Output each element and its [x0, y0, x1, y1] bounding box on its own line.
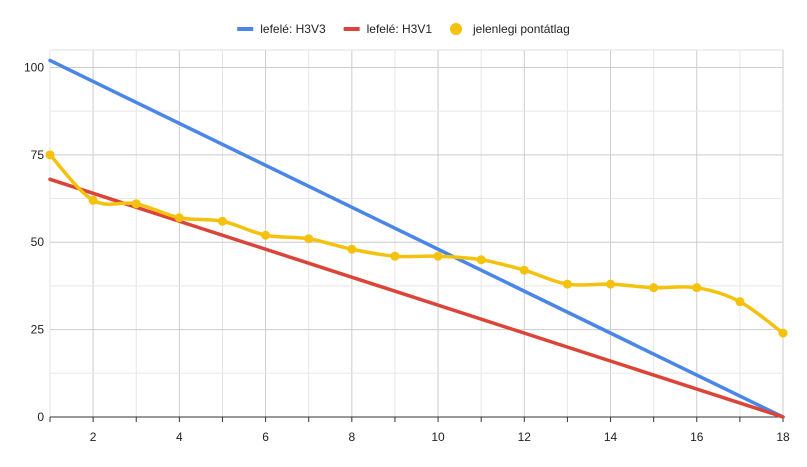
- data-point-2-10: [476, 255, 486, 265]
- data-point-2-1: [88, 195, 98, 205]
- legend-label-1: lefelé: H3V1: [367, 22, 433, 36]
- x-tick-label: 6: [262, 430, 269, 444]
- data-point-2-3: [174, 213, 184, 223]
- series-lines: [48, 58, 785, 419]
- legend-label-2: jelenlegi pontátlag: [472, 22, 570, 36]
- legend: lefelé: H3V3 lefelé: H3V1 jelenlegi pontát…: [237, 22, 570, 36]
- data-point-2-16: [735, 297, 745, 307]
- legend-item-0: lefelé: H3V3: [237, 22, 326, 36]
- data-point-2-13: [606, 279, 616, 289]
- data-point-2-11: [519, 265, 529, 275]
- y-tick-label: 0: [37, 410, 44, 424]
- data-point-2-14: [649, 283, 659, 293]
- data-point-2-2: [131, 199, 141, 209]
- x-tick-label: 18: [776, 430, 790, 444]
- data-point-2-9: [433, 251, 443, 261]
- legend-items: lefelé: H3V3 lefelé: H3V1 jelenlegi pontát…: [237, 22, 570, 36]
- data-point-2-7: [347, 244, 357, 254]
- data-point-2-17: [778, 328, 788, 338]
- x-tick-label: 2: [90, 430, 97, 444]
- x-tick-label: 4: [176, 430, 183, 444]
- legend-swatch-2: [450, 23, 462, 35]
- data-point-2-0: [45, 150, 55, 160]
- data-point-2-4: [217, 216, 227, 226]
- x-tick-label: 14: [604, 430, 618, 444]
- y-tick-label: 75: [31, 148, 45, 162]
- y-tick-label: 50: [31, 235, 45, 249]
- legend-item-2: jelenlegi pontátlag: [450, 22, 570, 36]
- series-markers: [45, 150, 788, 338]
- legend-label-0: lefelé: H3V3: [260, 22, 326, 36]
- axes: 2 4 6 8 10 12 14 16 18 0 25 50 75 100: [24, 60, 790, 444]
- series-line-2: [48, 153, 785, 335]
- x-tick-label: 16: [690, 430, 704, 444]
- x-tick-label: 10: [431, 430, 445, 444]
- y-tick-label: 25: [31, 323, 45, 337]
- legend-item-1: lefelé: H3V1: [343, 22, 433, 36]
- data-point-2-8: [390, 251, 400, 261]
- data-point-2-5: [261, 230, 271, 240]
- series-line-1: [48, 177, 785, 419]
- series-line-0: [48, 58, 785, 419]
- y-tick-label: 100: [24, 60, 44, 74]
- x-tick-label: 12: [518, 430, 532, 444]
- data-point-2-6: [304, 234, 314, 244]
- data-point-2-12: [562, 279, 572, 289]
- data-point-2-15: [692, 283, 702, 293]
- gridlines: [49, 49, 784, 417]
- x-tick-label: 8: [348, 430, 355, 444]
